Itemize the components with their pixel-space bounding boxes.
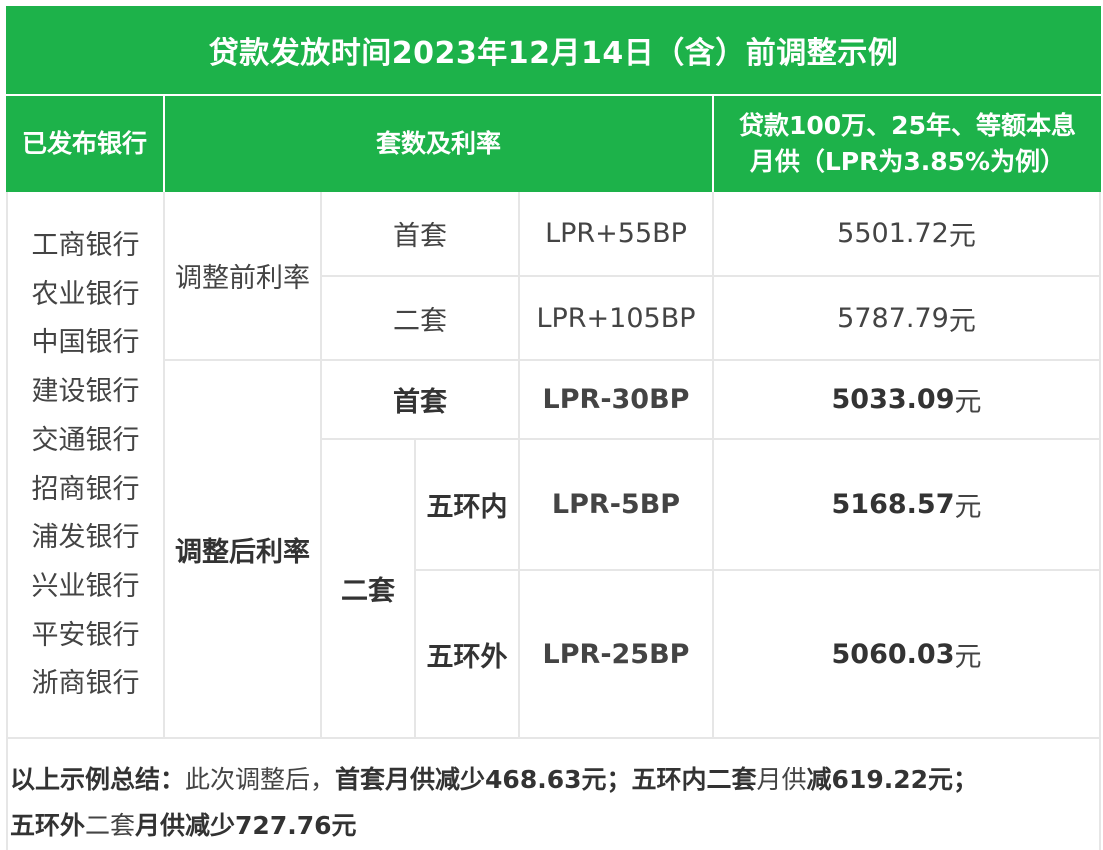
payment-value: 5168.57 <box>831 489 955 520</box>
summary-outer-ring: 五环外 <box>10 811 86 840</box>
summary-first-home: 首套月供减少468.63元； <box>335 765 632 794</box>
payment-value: 5033.09 <box>831 384 955 415</box>
before-first-rate: LPR+55BP <box>545 218 687 249</box>
summary-text: 此次调整后， <box>185 765 336 794</box>
outer-ring-rate: LPR-25BP <box>542 638 690 670</box>
before-second-type: 二套 <box>393 305 447 337</box>
payment-value: 5501.72 <box>837 218 949 249</box>
header-payment: 贷款100万、25年、等额本息 月供（LPR为3.85%为例） <box>714 96 1101 192</box>
currency-unit: 元 <box>954 641 982 673</box>
summary-text: 月供 <box>756 765 807 794</box>
bank-name: 平安银行 <box>31 619 140 651</box>
outer-ring-zone: 五环外 <box>426 641 508 673</box>
grid-line <box>712 192 714 738</box>
bank-list: 工商银行 农业银行 中国银行 建设银行 交通银行 招商银行 浦发银行 兴业银行 … <box>8 222 163 709</box>
bank-name: 农业银行 <box>31 278 140 310</box>
summary-line-1: 以上示例总结：此次调整后，首套月供减少468.63元；五环内二套月供减619.2… <box>10 760 978 796</box>
summary-inner-ring-amount: 减619.22元； <box>806 765 979 794</box>
header-divider <box>6 94 1101 96</box>
after-first-type: 首套 <box>393 387 447 418</box>
currency-unit: 元 <box>948 305 976 337</box>
header-banks: 已发布银行 <box>6 96 163 192</box>
grid-line <box>6 192 8 850</box>
header-divider <box>163 96 165 192</box>
grid-line <box>6 737 1101 739</box>
summary-text: 二套 <box>85 811 136 840</box>
currency-unit: 元 <box>948 221 976 252</box>
grid-line <box>320 438 1101 440</box>
payment-value: 5787.79 <box>837 302 949 334</box>
grid-line <box>320 275 1101 277</box>
before-label: 调整前利率 <box>175 263 310 294</box>
bank-name: 工商银行 <box>31 229 140 261</box>
after-first-rate: LPR-30BP <box>542 384 690 415</box>
grid-line <box>163 192 165 738</box>
grid-line <box>518 192 520 738</box>
outer-ring-payment: 5060.03 元 <box>714 571 1099 737</box>
before-first-type: 首套 <box>393 221 447 252</box>
bank-name: 招商银行 <box>31 473 140 505</box>
inner-ring-rate: LPR-5BP <box>551 489 681 520</box>
inner-ring-payment: 5168.57 元 <box>714 440 1099 569</box>
after-second-label: 二套 <box>341 576 395 607</box>
currency-unit: 元 <box>954 492 982 523</box>
header-rate: 套数及利率 <box>165 96 712 192</box>
summary-lead: 以上示例总结： <box>10 765 186 794</box>
bank-name: 浦发银行 <box>31 522 140 554</box>
grid-line <box>320 192 322 738</box>
after-label: 调整后利率 <box>175 536 310 568</box>
before-second-payment: 5787.79 元 <box>714 277 1099 359</box>
header-divider <box>712 96 714 192</box>
currency-unit: 元 <box>954 387 982 418</box>
bank-name: 浙商银行 <box>31 668 140 700</box>
payment-value: 5060.03 <box>831 638 955 670</box>
bank-name: 兴业银行 <box>31 570 140 602</box>
grid-line <box>414 439 416 738</box>
after-first-payment: 5033.09 元 <box>714 361 1099 438</box>
inner-ring-zone: 五环内 <box>426 492 508 523</box>
before-first-payment: 5501.72 元 <box>714 192 1099 275</box>
bank-name: 中国银行 <box>31 327 140 359</box>
summary-line-2: 五环外二套月供减少727.76元 <box>10 806 357 842</box>
header-payment-line2: 月供（LPR为3.85%为例） <box>749 147 1066 176</box>
grid-line <box>414 569 1101 571</box>
grid-line <box>1099 192 1101 850</box>
summary-outer-ring-amount: 月供减少727.76元 <box>135 811 357 840</box>
bank-name: 交通银行 <box>31 424 140 456</box>
header-payment-line1: 贷款100万、25年、等额本息 <box>739 111 1076 140</box>
summary-inner-ring: 五环内二套 <box>631 765 757 794</box>
bank-name: 建设银行 <box>31 376 140 408</box>
table-title: 贷款发放时间2023年12月14日（含）前调整示例 <box>6 6 1101 94</box>
grid-line <box>163 359 1101 361</box>
before-second-rate: LPR+105BP <box>536 302 696 334</box>
